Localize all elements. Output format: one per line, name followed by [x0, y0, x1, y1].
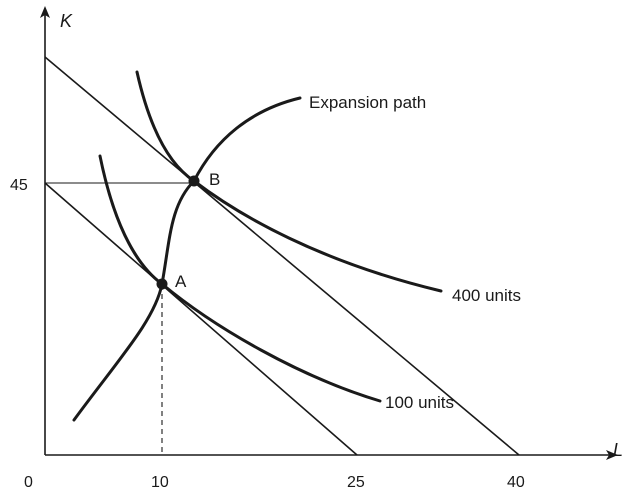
- isoquant-100: [98, 154, 382, 403]
- point-a-label: A: [175, 272, 187, 291]
- y-tick-45: 45: [10, 177, 28, 194]
- expansion-path-label: Expansion path: [309, 93, 426, 112]
- x-tick-10: 10: [151, 474, 169, 491]
- isoquant-100-label: 100 units: [385, 393, 454, 412]
- isoquant-400-label: 400 units: [452, 286, 521, 305]
- point-b-label: B: [209, 170, 220, 189]
- isocost-line-high: [44, 56, 520, 456]
- y-axis-label: K: [60, 11, 73, 31]
- point-a-marker: [156, 278, 168, 290]
- expansion-path-curve: [72, 96, 302, 422]
- isocost-line-low: [44, 182, 358, 456]
- isoquant-400: [135, 70, 443, 293]
- x-tick-40: 40: [507, 474, 525, 491]
- x-tick-25: 25: [347, 474, 365, 491]
- origin-label: 0: [24, 474, 33, 491]
- point-b-marker: [188, 175, 200, 187]
- x-axis-label: L: [613, 440, 623, 460]
